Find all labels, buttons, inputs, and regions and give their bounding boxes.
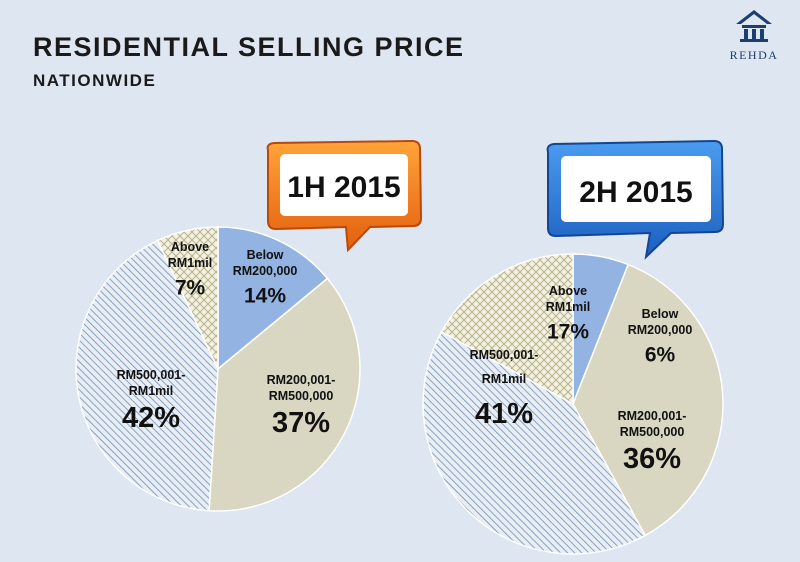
slice-percent: 14% bbox=[244, 285, 286, 308]
slice-label-line: RM500,001- bbox=[117, 368, 186, 382]
slice-label-line: RM1mil bbox=[546, 300, 590, 314]
slice-label-below-rm200-000: Below RM200,000 14% bbox=[233, 248, 298, 308]
rehda-logo: REHDA bbox=[716, 8, 792, 68]
slice-percent: 36% bbox=[623, 443, 681, 475]
pie-slice-above-rm1mil bbox=[156, 226, 219, 370]
slice-label-line: RM500,001- bbox=[470, 348, 539, 362]
pie-slice-rm200-001-rm500-000 bbox=[208, 277, 361, 512]
slice-label-rm500-001-rm1mil: RM500,001- RM1mil 42% bbox=[117, 368, 186, 434]
slice-label-rm200-001-rm500-000: RM200,001- RM500,000 37% bbox=[267, 373, 336, 439]
pie-slice-rm500-001-rm1mil bbox=[422, 330, 647, 555]
slice-percent: 42% bbox=[122, 402, 180, 434]
page-title: RESIDENTIAL SELLING PRICE bbox=[33, 32, 465, 62]
slice-percent: 6% bbox=[645, 344, 676, 367]
bubble-1h-2015: 1H 2015 bbox=[266, 139, 423, 253]
slice-label-line: RM500,000 bbox=[269, 389, 334, 403]
slice-label-above-rm1mil: Above RM1mil 7% bbox=[168, 240, 212, 300]
pie-chart-2h-2015: Below RM200,000 6%RM200,001-RM500,000 36%RM… bbox=[422, 253, 724, 555]
slice-percent: 37% bbox=[272, 407, 330, 439]
slice-label-line: RM1mil bbox=[129, 384, 173, 398]
slice-label-below-rm200-000: Below RM200,000 6% bbox=[628, 307, 693, 367]
slice-label-line: RM200,001- bbox=[618, 409, 687, 423]
logo-text: REHDA bbox=[729, 48, 779, 62]
slice-label-line: Below bbox=[642, 307, 679, 321]
slice-percent: 41% bbox=[475, 398, 533, 430]
slice-label-rm200-001-rm500-000: RM200,001- RM500,000 36% bbox=[618, 409, 687, 475]
page-subtitle: NATIONWIDE bbox=[33, 71, 157, 90]
pie-slice-above-rm1mil bbox=[440, 253, 574, 406]
slice-label-line: RM200,000 bbox=[233, 264, 298, 278]
slice-percent: 17% bbox=[547, 321, 589, 344]
pie-slice-rm200-001-rm500-000 bbox=[572, 263, 724, 537]
slice-label-line: RM200,001- bbox=[267, 373, 336, 387]
slice-label-line: Below bbox=[247, 248, 284, 262]
slice-label-line: RM1mil bbox=[168, 256, 212, 270]
chart-title-2h-2015: 2H 2015 bbox=[579, 176, 692, 209]
slice-label-above-rm1mil: Above RM1mil 17% bbox=[546, 284, 590, 344]
chart-title-1h-2015: 1H 2015 bbox=[287, 171, 400, 204]
pie-slice-below-rm200-000 bbox=[217, 226, 329, 371]
slice-label-line: RM1mil bbox=[482, 372, 526, 386]
bubble-2h-2015: 2H 2015 bbox=[546, 139, 725, 260]
pie-slice-rm500-001-rm1mil bbox=[75, 239, 219, 512]
slice-label-rm500-001-rm1mil: RM500,001- RM1mil 41% bbox=[470, 348, 539, 430]
slice-percent: 7% bbox=[175, 277, 206, 300]
slice-label-line: RM500,000 bbox=[620, 425, 685, 439]
pie-chart-1h-2015: Below RM200,000 14%RM200,001-RM500,000 37%R… bbox=[75, 226, 361, 512]
slice-label-line: RM200,000 bbox=[628, 323, 693, 337]
slice-label-line: Above bbox=[171, 240, 209, 254]
house-icon bbox=[736, 10, 772, 42]
slice-label-line: Above bbox=[549, 284, 587, 298]
